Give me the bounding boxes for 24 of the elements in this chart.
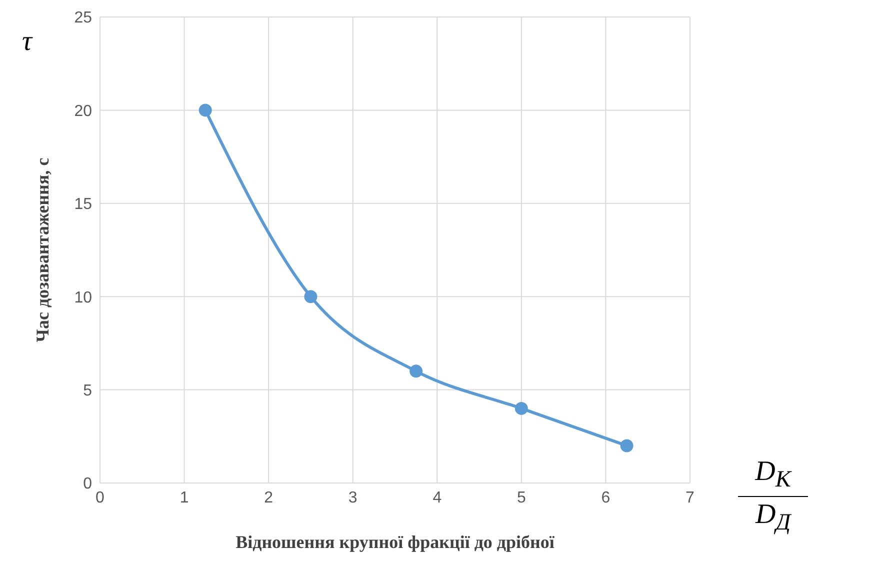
y-tick-label: 0 bbox=[83, 476, 92, 493]
point bbox=[304, 290, 318, 304]
x-tick-label: 2 bbox=[264, 489, 274, 506]
x-tick-label: 4 bbox=[432, 489, 442, 506]
y-tick-label: 20 bbox=[74, 102, 92, 120]
y-tick-label: 5 bbox=[83, 382, 92, 400]
x-axis-title: Відношення крупної фракції до дрібної bbox=[236, 532, 556, 552]
x-tick-label: 1 bbox=[180, 489, 189, 506]
y-axis-title: Час дозавантаження, с bbox=[32, 158, 52, 342]
point bbox=[514, 402, 528, 415]
point bbox=[620, 439, 634, 452]
x-tick-label: 3 bbox=[348, 489, 358, 506]
point bbox=[198, 104, 212, 117]
text: τ bbox=[22, 26, 32, 58]
point bbox=[410, 364, 423, 378]
text: D$_{К}$ bbox=[754, 456, 793, 494]
x-tick-label: 5 bbox=[516, 489, 526, 506]
text: D$_{Д}$ bbox=[754, 498, 792, 536]
x-tick-label: 0 bbox=[96, 489, 105, 506]
x-tick-label: 7 bbox=[686, 489, 695, 506]
y-tick-label: 10 bbox=[74, 289, 92, 306]
y-tick-label: 15 bbox=[74, 196, 92, 214]
x-tick-label: 6 bbox=[601, 489, 610, 506]
y-tick-label: 25 bbox=[74, 10, 92, 27]
